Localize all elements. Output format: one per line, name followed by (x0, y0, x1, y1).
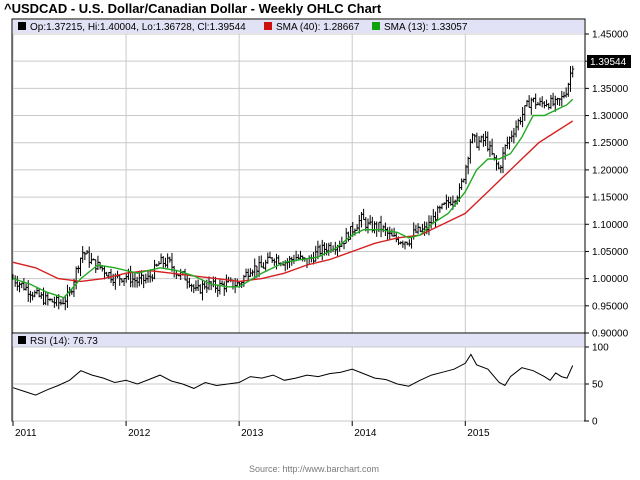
legend-sma40-swatch (264, 22, 272, 30)
legend-ohlc-label: Op:1.37215, Hi:1.40004, Lo:1.36728, Cl:1… (30, 22, 246, 33)
chart-title: ^USDCAD - U.S. Dollar/Canadian Dollar - … (4, 1, 382, 16)
x-tick-label: 2011 (15, 428, 37, 439)
rsi-grid (12, 346, 584, 422)
rsi-legend-bar (13, 334, 584, 347)
x-tick-label: 2012 (128, 428, 151, 439)
x-tick-label: 2015 (467, 428, 490, 439)
price-tick-label: 1.10000 (592, 220, 629, 231)
last-price-badge: 1.39544 (587, 55, 631, 68)
rsi-line (12, 353, 574, 396)
legend: Op:1.37215, Hi:1.40004, Lo:1.36728, Cl:1… (18, 22, 468, 33)
price-axis-ticks: 1.450001.400001.350001.300001.250001.200… (585, 30, 629, 340)
sma13-line (12, 98, 574, 299)
price-tick-label: 1.00000 (592, 274, 629, 285)
price-tick-label: 1.05000 (592, 247, 629, 258)
rsi-label: RSI (14): 76.73 (30, 336, 98, 347)
price-tick-label: 1.25000 (592, 138, 629, 149)
rsi-axis-ticks: 100 50 0 (585, 343, 609, 428)
rsi-tick-label: 100 (592, 343, 609, 354)
price-tick-label: 0.95000 (592, 301, 629, 312)
price-tick-label: 1.15000 (592, 193, 629, 204)
price-tick-label: 1.35000 (592, 84, 629, 95)
rsi-tick-label: 0 (592, 417, 598, 428)
price-tick-label: 0.90000 (592, 329, 629, 340)
legend-sma13-swatch (372, 22, 380, 30)
sma40-line (12, 120, 574, 283)
price-panel-frame (11, 18, 586, 334)
legend-ohlc-swatch (18, 22, 26, 30)
last-price-label: 1.39544 (590, 57, 627, 68)
price-tick-label: 1.20000 (592, 165, 629, 176)
legend-bar (13, 20, 584, 33)
source-caption: Source: http://www.barchart.com (249, 464, 379, 474)
legend-sma40-label: SMA (40): 1.28667 (276, 22, 360, 33)
price-tick-label: 1.30000 (592, 111, 629, 122)
legend-sma13-label: SMA (13): 1.33057 (384, 22, 468, 33)
x-axis-ticks: 2011 2012 2013 2014 2015 (12, 421, 490, 439)
x-tick-label: 2014 (354, 428, 377, 439)
rsi-swatch (18, 336, 26, 344)
x-tick-label: 2013 (241, 428, 264, 439)
rsi-tick-label: 50 (592, 380, 604, 391)
price-tick-label: 1.45000 (592, 30, 629, 41)
